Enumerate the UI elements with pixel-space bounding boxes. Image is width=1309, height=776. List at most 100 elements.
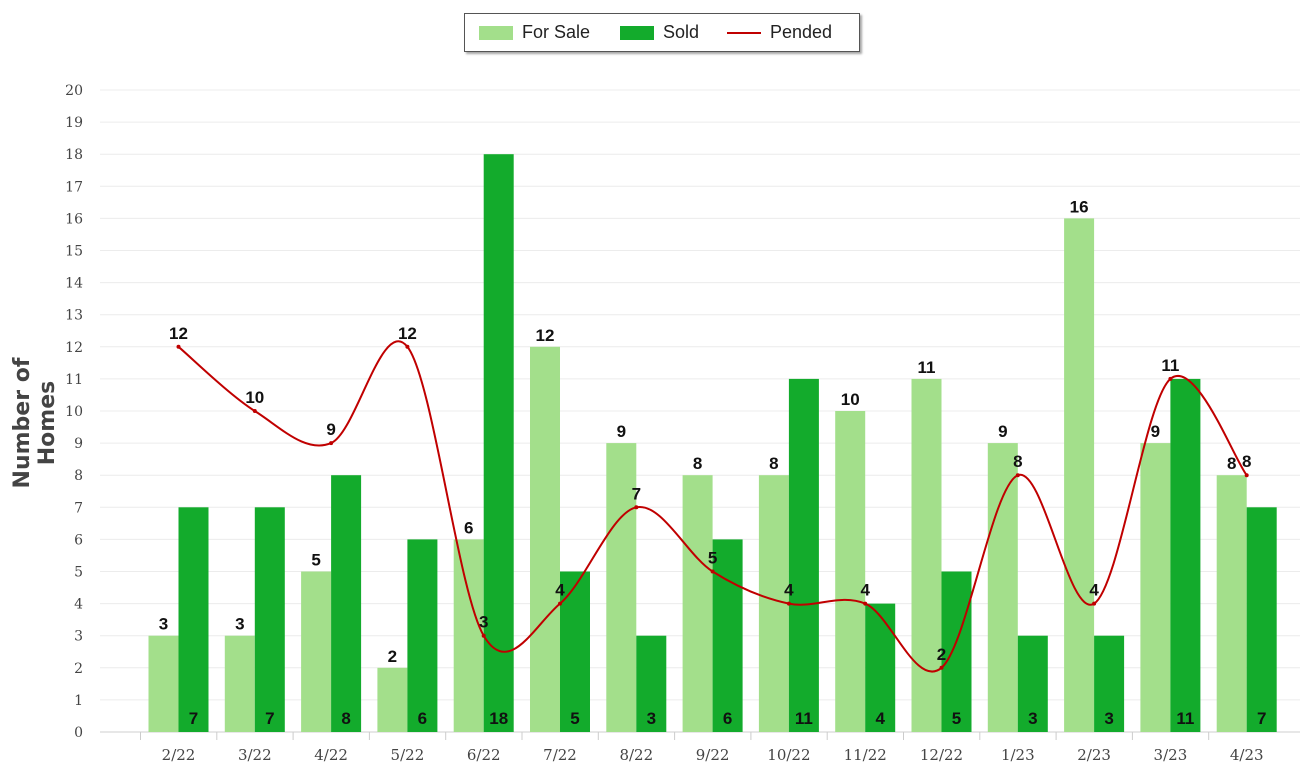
legend-label-for-sale: For Sale <box>522 22 591 42</box>
bar-sold <box>331 475 362 732</box>
pended-point <box>786 601 791 606</box>
label-for-sale: 16 <box>1070 197 1089 216</box>
bars <box>148 154 1277 732</box>
pended-point <box>1015 473 1020 478</box>
grid-lines <box>100 89 1300 733</box>
label-pended: 4 <box>860 581 870 600</box>
bar-for-sale <box>453 539 484 732</box>
bar-sold <box>1170 378 1201 732</box>
x-tick-label: 4/23 <box>1230 746 1264 764</box>
pended-point <box>634 505 639 510</box>
y-tick-label: 11 <box>65 372 83 388</box>
pended-point <box>558 601 562 606</box>
label-pended: 7 <box>632 484 641 503</box>
y-tick-label: 0 <box>74 725 83 741</box>
label-sold: 4 <box>875 709 885 728</box>
label-sold: 7 <box>1257 709 1266 728</box>
bar-for-sale <box>530 346 560 732</box>
legend: For Sale Sold Pended <box>464 13 860 52</box>
pended-point <box>1092 601 1097 606</box>
y-tick-label: 15 <box>65 244 83 260</box>
legend-line-pended <box>727 31 761 34</box>
y-tick-label: 20 <box>65 83 83 99</box>
y-tick-label: 9 <box>74 436 83 452</box>
label-pended: 5 <box>708 549 717 568</box>
x-tick-label: 8/22 <box>619 746 653 764</box>
bar-sold <box>254 507 285 732</box>
label-pended: 4 <box>555 581 565 600</box>
pended-point <box>710 569 715 574</box>
x-axis-ticks: 2/22 3/22 4/22 5/22 6/22 7/22 8/22 9/22 10/22 11/… <box>140 732 1264 764</box>
label-for-sale: 10 <box>841 390 860 409</box>
y-axis-label: Number of Homes <box>10 357 60 489</box>
label-pended: 3 <box>479 613 488 632</box>
bar-sold <box>1094 635 1125 732</box>
label-sold: 6 <box>418 709 427 728</box>
label-for-sale: 3 <box>235 615 244 634</box>
y-tick-label: 10 <box>65 404 83 420</box>
label-pended: 12 <box>169 324 188 343</box>
label-sold: 8 <box>341 709 350 728</box>
legend-item-for-sale: For Sale <box>479 14 590 51</box>
label-sold: 11 <box>1176 709 1194 728</box>
x-tick-label: 7/22 <box>543 746 577 764</box>
y-tick-label: 18 <box>65 147 83 163</box>
y-tick-label: 2 <box>74 661 83 677</box>
label-sold: 3 <box>1028 709 1037 728</box>
legend-swatch-for-sale <box>479 25 513 40</box>
label-for-sale: 11 <box>918 358 936 377</box>
bar-sold <box>636 635 667 732</box>
y-tick-label: 6 <box>74 532 83 548</box>
label-for-sale: 6 <box>464 518 473 537</box>
x-tick-label: 2/23 <box>1077 746 1111 764</box>
pended-point <box>1168 376 1173 381</box>
bar-sold <box>1017 635 1048 732</box>
label-sold: 5 <box>952 709 961 728</box>
legend-swatch-sold <box>620 25 654 40</box>
legend-item-sold: Sold <box>620 14 699 51</box>
bar-for-sale <box>911 378 942 732</box>
label-sold: 6 <box>723 709 732 728</box>
bar-for-sale <box>301 571 332 732</box>
x-tick-label: 11/22 <box>844 746 887 764</box>
bar-for-sale <box>682 475 713 732</box>
bar-sold <box>178 507 209 732</box>
y-tick-label: 13 <box>65 308 83 324</box>
bar-sold <box>1246 507 1277 732</box>
x-tick-label: 10/22 <box>767 746 810 764</box>
legend-item-pended: Pended <box>727 14 832 51</box>
label-sold: 3 <box>647 709 656 728</box>
y-tick-label: 3 <box>74 629 83 645</box>
x-tick-label: 1/23 <box>1001 746 1035 764</box>
bar-sold <box>407 539 438 732</box>
x-tick-label: 3/23 <box>1154 746 1188 764</box>
label-for-sale: 3 <box>159 615 168 634</box>
bar-for-sale <box>987 443 1018 732</box>
x-tick-label: 5/22 <box>391 746 425 764</box>
x-tick-label: 3/22 <box>238 746 272 764</box>
label-sold: 5 <box>570 709 579 728</box>
pended-line-path <box>177 340 1248 673</box>
pended-point <box>481 633 486 638</box>
label-sold: 11 <box>795 709 813 728</box>
label-for-sale: 5 <box>311 551 320 570</box>
label-pended: 8 <box>1242 452 1251 471</box>
x-tick-label: 12/22 <box>920 746 963 764</box>
x-tick-label: 9/22 <box>696 746 730 764</box>
y-tick-label: 5 <box>74 565 83 581</box>
label-for-sale: 2 <box>388 647 397 666</box>
y-tick-label: 19 <box>65 115 83 131</box>
data-labels: 3 7 3 7 5 8 2 6 6 18 12 5 9 3 8 6 8 11 10 4 11 5 9 3 16 3 9 11 8 7 12 1… <box>159 197 1267 728</box>
label-sold: 7 <box>189 709 198 728</box>
pended-point <box>405 344 410 349</box>
pended-point <box>176 344 181 349</box>
y-tick-label: 1 <box>74 693 83 709</box>
label-for-sale: 12 <box>536 326 555 345</box>
bar-sold <box>865 603 896 732</box>
label-pended: 9 <box>326 420 335 439</box>
bar-for-sale <box>758 475 789 732</box>
y-tick-label: 17 <box>65 179 83 195</box>
label-for-sale: 9 <box>998 422 1007 441</box>
